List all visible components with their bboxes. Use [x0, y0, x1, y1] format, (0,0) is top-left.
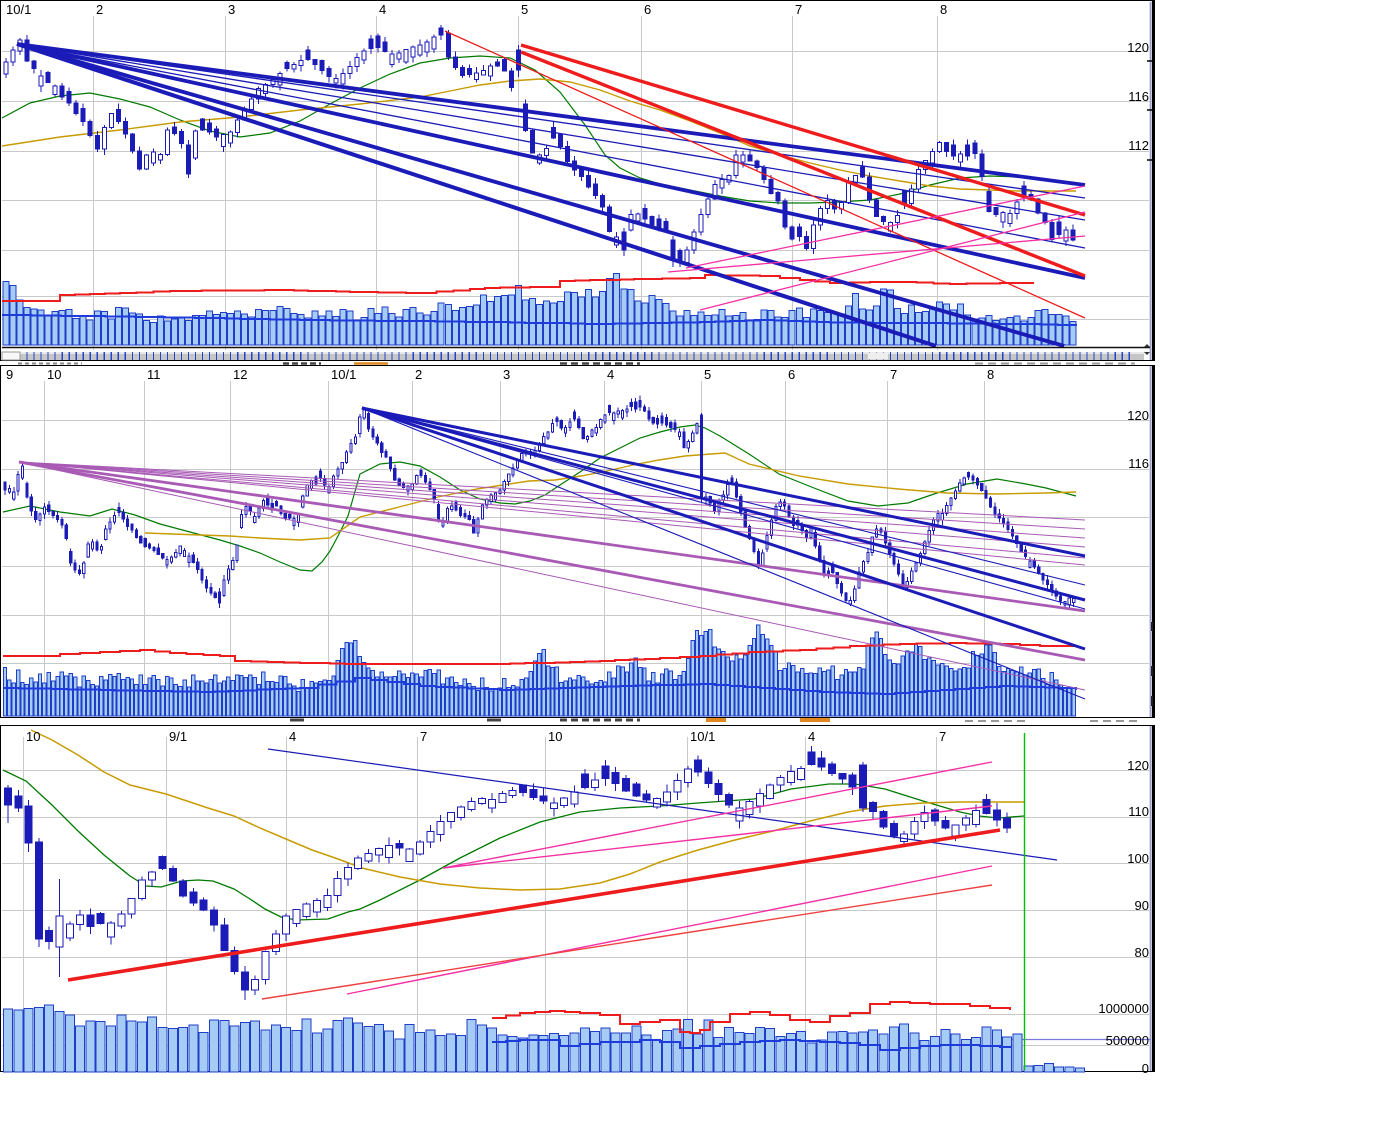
svg-text:10: 10	[548, 729, 562, 744]
svg-text:110: 110	[1128, 804, 1149, 819]
svg-text:8: 8	[987, 367, 994, 382]
svg-text:10/1: 10/1	[690, 729, 715, 744]
svg-text:500000: 500000	[1106, 1033, 1149, 1048]
svg-text:6: 6	[644, 2, 651, 17]
svg-text:120: 120	[1127, 40, 1149, 55]
svg-text:3: 3	[503, 367, 510, 382]
svg-text:120: 120	[1127, 758, 1149, 773]
svg-text:4: 4	[808, 729, 815, 744]
svg-text:2: 2	[96, 2, 103, 17]
svg-text:7: 7	[939, 729, 946, 744]
svg-text:2: 2	[415, 367, 422, 382]
svg-text:12: 12	[233, 367, 247, 382]
svg-text:9: 9	[6, 367, 13, 382]
svg-text:7: 7	[795, 2, 802, 17]
svg-text:10: 10	[26, 729, 40, 744]
svg-text:4: 4	[607, 367, 614, 382]
svg-text:6: 6	[788, 367, 795, 382]
svg-text:8: 8	[940, 2, 947, 17]
svg-text:4: 4	[379, 2, 386, 17]
svg-text:7: 7	[420, 729, 427, 744]
svg-text:3: 3	[228, 2, 235, 17]
svg-text:100: 100	[1127, 851, 1149, 866]
svg-text:5: 5	[521, 2, 528, 17]
svg-text:116: 116	[1128, 89, 1149, 104]
svg-text:10: 10	[47, 367, 61, 382]
svg-text:10/1: 10/1	[6, 2, 31, 17]
svg-text:9/1: 9/1	[169, 729, 187, 744]
svg-text:116: 116	[1128, 456, 1149, 471]
svg-text:0: 0	[1142, 1061, 1149, 1076]
svg-text:10/1: 10/1	[331, 367, 356, 382]
svg-text:7: 7	[890, 367, 897, 382]
svg-text:1000000: 1000000	[1098, 1001, 1149, 1016]
svg-text:90: 90	[1135, 898, 1149, 913]
svg-text:4: 4	[289, 729, 296, 744]
svg-text:120: 120	[1127, 408, 1149, 423]
svg-text:112: 112	[1128, 138, 1149, 153]
svg-text:11: 11	[147, 367, 161, 382]
svg-text:80: 80	[1135, 945, 1149, 960]
svg-text:5: 5	[704, 367, 711, 382]
